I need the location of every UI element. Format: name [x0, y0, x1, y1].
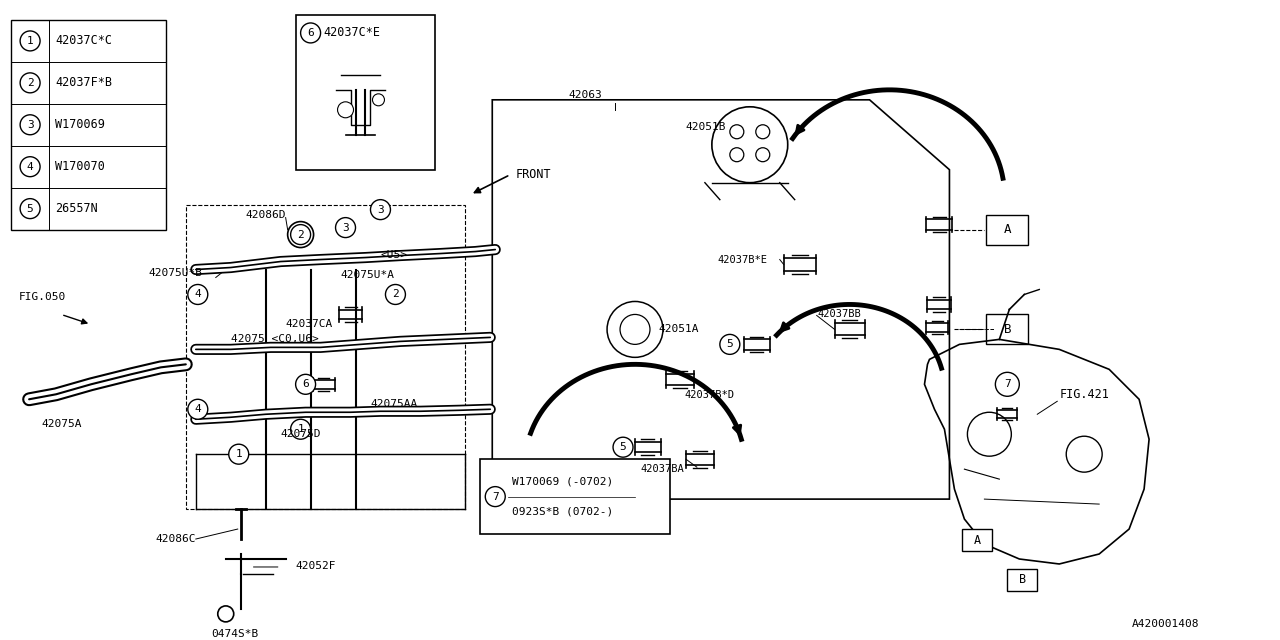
Text: 0474S*B: 0474S*B	[211, 629, 259, 639]
Circle shape	[301, 23, 320, 43]
Text: 0923S*B (0702-): 0923S*B (0702-)	[512, 506, 613, 516]
Circle shape	[291, 419, 311, 439]
Text: 3: 3	[27, 120, 33, 130]
Text: 2: 2	[27, 78, 33, 88]
Circle shape	[730, 125, 744, 139]
Circle shape	[188, 399, 207, 419]
Circle shape	[485, 486, 506, 507]
Circle shape	[755, 125, 769, 139]
Text: 42075U*A: 42075U*A	[340, 269, 394, 280]
Circle shape	[719, 334, 740, 355]
Bar	[186, 205, 466, 509]
Text: 5: 5	[727, 339, 733, 349]
Circle shape	[288, 221, 314, 248]
Circle shape	[20, 31, 40, 51]
Text: 42037BB: 42037BB	[818, 309, 861, 319]
Text: 42086D: 42086D	[246, 210, 287, 220]
Circle shape	[20, 198, 40, 219]
Circle shape	[335, 218, 356, 237]
Circle shape	[296, 374, 316, 394]
Circle shape	[229, 444, 248, 464]
Text: 6: 6	[302, 380, 308, 389]
Bar	[12, 20, 166, 230]
Circle shape	[996, 372, 1019, 396]
Text: 5: 5	[620, 442, 626, 452]
Circle shape	[338, 102, 353, 118]
Circle shape	[607, 301, 663, 357]
Text: A: A	[974, 534, 980, 547]
Text: 7: 7	[1004, 380, 1011, 389]
Text: 42075D: 42075D	[280, 429, 321, 439]
Text: 5: 5	[27, 204, 33, 214]
Text: W170069: W170069	[55, 118, 105, 131]
Circle shape	[20, 115, 40, 135]
Text: 4: 4	[195, 289, 201, 300]
Text: 4: 4	[27, 162, 33, 172]
Circle shape	[730, 148, 744, 162]
Circle shape	[372, 94, 384, 106]
Bar	[1007, 569, 1037, 591]
Text: 2: 2	[392, 289, 399, 300]
Text: FIG.050: FIG.050	[19, 292, 67, 303]
Bar	[987, 314, 1028, 344]
Text: 42037BA: 42037BA	[640, 464, 684, 474]
Text: 1: 1	[297, 424, 303, 434]
Circle shape	[218, 606, 234, 622]
Circle shape	[385, 285, 406, 305]
Text: 42075AA: 42075AA	[370, 399, 417, 409]
Text: <U5>: <U5>	[380, 250, 407, 260]
Text: 42075U*B: 42075U*B	[148, 268, 204, 278]
Text: 3: 3	[342, 223, 349, 232]
Text: A: A	[1004, 223, 1011, 236]
Text: B: B	[1019, 573, 1025, 586]
Text: FRONT: FRONT	[516, 168, 550, 181]
Text: 1: 1	[27, 36, 33, 46]
Circle shape	[20, 157, 40, 177]
Circle shape	[613, 437, 634, 457]
Circle shape	[755, 148, 769, 162]
Text: B: B	[1004, 323, 1011, 336]
Text: 42063: 42063	[568, 90, 602, 100]
Text: 6: 6	[307, 28, 314, 38]
Text: 7: 7	[492, 492, 499, 502]
Text: 3: 3	[378, 205, 384, 214]
Circle shape	[712, 107, 787, 182]
Text: W170069 (-0702): W170069 (-0702)	[512, 476, 613, 486]
Text: 42086C: 42086C	[156, 534, 196, 544]
Text: 42037B*E: 42037B*E	[718, 255, 768, 264]
Text: 42037C*E: 42037C*E	[324, 26, 380, 40]
Text: 4: 4	[195, 404, 201, 414]
Text: 42037CA: 42037CA	[285, 319, 333, 330]
Text: 1: 1	[236, 449, 242, 459]
Text: 26557N: 26557N	[55, 202, 97, 215]
Text: 42037B*D: 42037B*D	[685, 390, 735, 400]
Text: 42052F: 42052F	[296, 561, 337, 571]
Text: 42075 <C0,U6>: 42075 <C0,U6>	[230, 334, 319, 344]
Text: A420001408: A420001408	[1132, 619, 1199, 629]
Bar	[987, 214, 1028, 244]
Bar	[963, 529, 992, 551]
Circle shape	[188, 285, 207, 305]
Text: FIG.421: FIG.421	[1060, 388, 1110, 401]
Circle shape	[20, 73, 40, 93]
Text: 42037C*C: 42037C*C	[55, 35, 113, 47]
Circle shape	[370, 200, 390, 220]
Circle shape	[291, 225, 311, 244]
Bar	[296, 15, 435, 170]
Bar	[480, 459, 669, 534]
Circle shape	[620, 314, 650, 344]
Text: 42075A: 42075A	[41, 419, 82, 429]
Text: W170070: W170070	[55, 160, 105, 173]
Text: 42037F*B: 42037F*B	[55, 76, 113, 90]
Text: 2: 2	[297, 230, 303, 239]
Text: 42051A: 42051A	[658, 324, 699, 335]
Text: 42051B: 42051B	[686, 122, 727, 132]
